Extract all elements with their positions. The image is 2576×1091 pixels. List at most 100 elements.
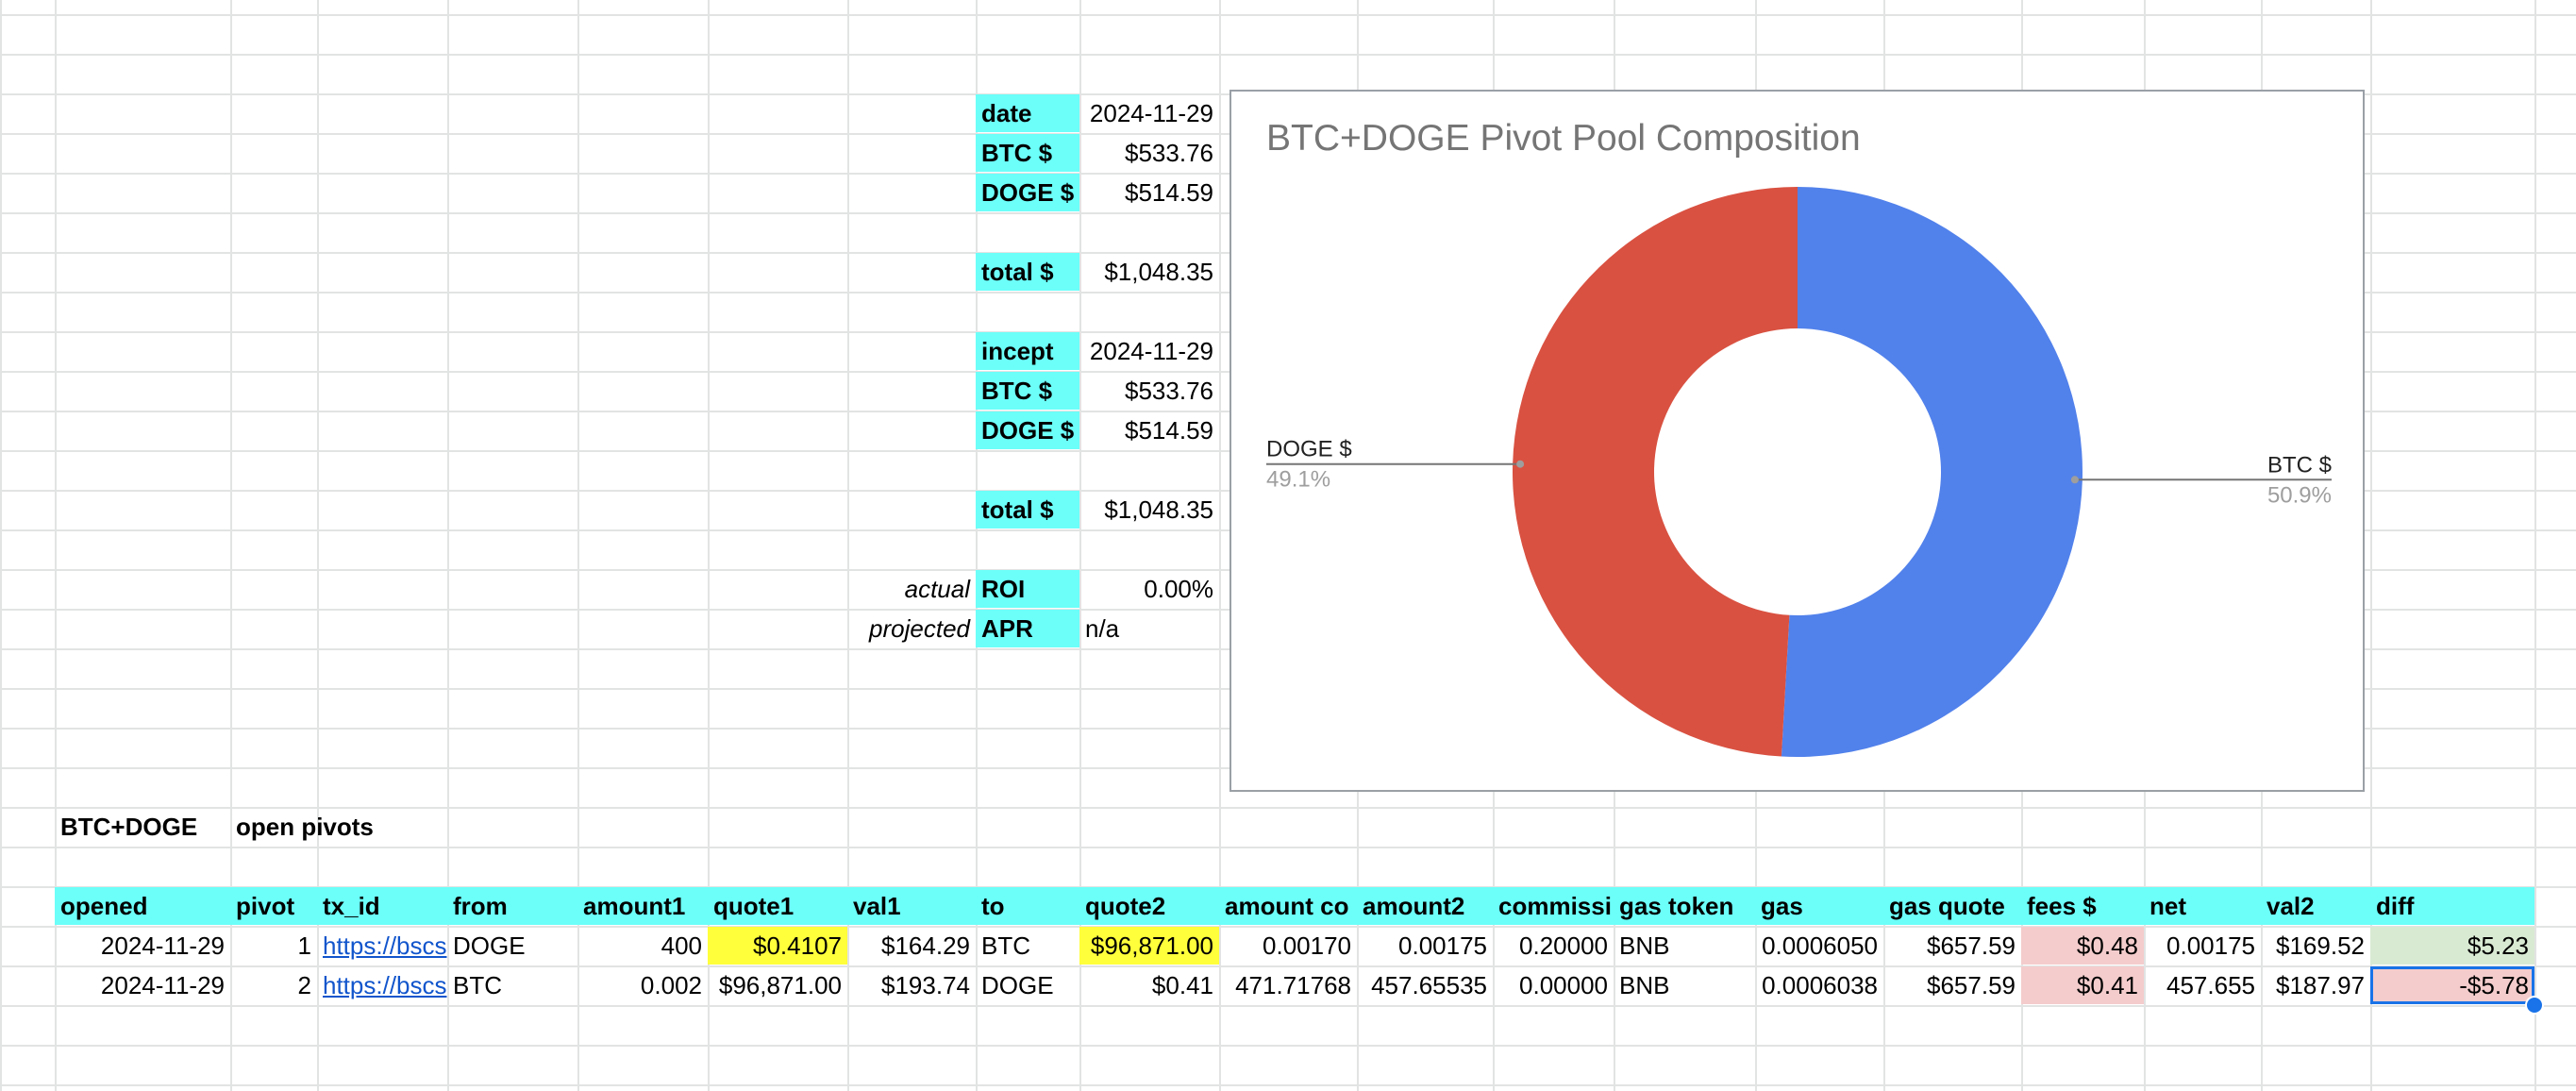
header-val2[interactable]: val2 <box>2261 887 2370 925</box>
header-fees[interactable]: fees $ <box>2021 887 2144 925</box>
header-commission[interactable]: commissi <box>1493 887 1614 925</box>
slice-doge[interactable] <box>1513 187 1798 757</box>
summary-label[interactable]: BTC $ <box>976 372 1079 410</box>
cell-opened[interactable]: 2024-11-29 <box>100 932 225 960</box>
header-val1[interactable]: val1 <box>847 887 976 925</box>
chart-slice-labels: BTC $ 50.9% DOGE $ 49.1% <box>1266 437 2332 508</box>
cell-diff-selected[interactable]: -$5.78 <box>2370 966 2534 1004</box>
cell-quote1[interactable]: $0.4107 <box>708 927 847 965</box>
chart-svg: BTC+DOGE Pivot Pool Composition BTC $ 50.… <box>1266 118 2332 757</box>
header-amount1[interactable]: amount1 <box>577 887 708 925</box>
summary-prefix[interactable]: projected <box>869 614 970 643</box>
cell-amount1[interactable]: 0.002 <box>640 971 702 999</box>
column-line <box>2534 0 2536 1091</box>
cell-gas[interactable]: 0.0006050 <box>1762 932 1878 960</box>
header-from[interactable]: from <box>447 887 577 925</box>
summary-label[interactable]: APR <box>976 610 1079 647</box>
cell-gas[interactable]: 0.0006038 <box>1762 971 1878 999</box>
header-to[interactable]: to <box>976 887 1079 925</box>
summary-value[interactable]: $533.76 <box>1125 377 1213 405</box>
cell-quote1[interactable]: $96,871.00 <box>718 971 842 999</box>
header-opened[interactable]: opened <box>55 887 230 925</box>
column-line <box>317 0 319 1091</box>
summary-value[interactable]: 2024-11-29 <box>1089 337 1213 365</box>
cell-amount-conv[interactable]: 471.71768 <box>1235 971 1351 999</box>
header-quote2[interactable]: quote2 <box>1079 887 1219 925</box>
leader-dot <box>1516 460 1525 468</box>
summary-label[interactable]: incept <box>976 332 1079 370</box>
cell-quote2[interactable]: $0.41 <box>1151 971 1213 999</box>
cell-val1[interactable]: $193.74 <box>881 971 970 999</box>
cell-pivot[interactable]: 2 <box>297 971 311 999</box>
cell-from[interactable]: DOGE <box>453 932 526 960</box>
header-net[interactable]: net <box>2144 887 2261 925</box>
header-amount-conv[interactable]: amount co <box>1219 887 1357 925</box>
column-line <box>976 0 978 1091</box>
slice-btc[interactable] <box>1781 187 2083 757</box>
summary-label[interactable]: total $ <box>976 253 1079 291</box>
summary-prefix[interactable]: actual <box>904 575 970 603</box>
cell-commission[interactable]: 0.00000 <box>1519 971 1608 999</box>
summary-value[interactable]: $1,048.35 <box>1104 258 1213 286</box>
summary-value[interactable]: $514.59 <box>1125 178 1213 207</box>
cell-amount2[interactable]: 457.65535 <box>1371 971 1487 999</box>
cell-fees[interactable]: $0.48 <box>2021 927 2144 965</box>
donut-chart[interactable]: BTC+DOGE Pivot Pool Composition BTC $ 50.… <box>1229 90 2365 792</box>
cell-quote2[interactable]: $96,871.00 <box>1079 927 1219 965</box>
summary-value[interactable]: 2024-11-29 <box>1089 99 1213 127</box>
cell-from[interactable]: BTC <box>453 971 502 999</box>
header-diff[interactable]: diff <box>2370 887 2534 925</box>
cell-amount2[interactable]: 0.00175 <box>1398 932 1487 960</box>
slice-label: DOGE $ <box>1266 437 1352 462</box>
header-gas-quote[interactable]: gas quote <box>1883 887 2021 925</box>
cell-to[interactable]: BTC <box>981 932 1030 960</box>
cell-to[interactable]: DOGE <box>981 971 1054 999</box>
cell-fees[interactable]: $0.41 <box>2021 966 2144 1004</box>
column-line <box>230 0 232 1091</box>
header-amount2[interactable]: amount2 <box>1357 887 1493 925</box>
summary-label[interactable]: DOGE $ <box>976 411 1079 449</box>
cell-pivot[interactable]: 1 <box>297 932 311 960</box>
cell-val2[interactable]: $169.52 <box>2276 932 2365 960</box>
cell-gas-quote[interactable]: $657.59 <box>1927 971 2016 999</box>
summary-label[interactable]: date <box>976 94 1079 132</box>
header-tx-id[interactable]: tx_id <box>317 887 447 925</box>
cell-net[interactable]: 457.655 <box>2166 971 2255 999</box>
cell-opened[interactable]: 2024-11-29 <box>100 971 225 999</box>
slice-label: BTC $ <box>2267 452 2332 478</box>
summary-value[interactable]: 0.00% <box>1144 575 1213 603</box>
summary-label[interactable]: ROI <box>976 570 1079 608</box>
cell-val1[interactable]: $164.29 <box>881 932 970 960</box>
column-line <box>847 0 849 1091</box>
cell-gas-token[interactable]: BNB <box>1619 932 1670 960</box>
header-quote1[interactable]: quote1 <box>708 887 847 925</box>
cell-amount-conv[interactable]: 0.00170 <box>1263 932 1351 960</box>
summary-value[interactable]: $514.59 <box>1125 416 1213 445</box>
summary-value[interactable]: $1,048.35 <box>1104 495 1213 524</box>
cell-gas-token[interactable]: BNB <box>1619 971 1670 999</box>
header-pivot[interactable]: pivot <box>230 887 317 925</box>
summary-label[interactable]: BTC $ <box>976 134 1079 172</box>
cell-diff[interactable]: $5.23 <box>2370 927 2534 965</box>
fill-handle[interactable] <box>2525 996 2544 1015</box>
cell-tx-id-link[interactable]: https://bscs <box>323 971 447 999</box>
cell-net[interactable]: 0.00175 <box>2166 932 2255 960</box>
summary-value[interactable]: $533.76 <box>1125 139 1213 167</box>
column-line <box>708 0 710 1091</box>
cell-gas-quote[interactable]: $657.59 <box>1927 932 2016 960</box>
cell-amount1[interactable]: 400 <box>661 932 702 960</box>
slice-percent-label: 50.9% <box>2267 482 2332 508</box>
column-line <box>55 0 57 1091</box>
column-line <box>2370 0 2372 1091</box>
summary-label[interactable]: total $ <box>976 491 1079 529</box>
cell-val2[interactable]: $187.97 <box>2276 971 2365 999</box>
summary-value[interactable]: n/a <box>1085 614 1120 643</box>
section-name[interactable]: BTC+DOGE <box>60 813 198 841</box>
header-gas-token[interactable]: gas token <box>1614 887 1755 925</box>
column-line <box>1079 0 1081 1091</box>
header-gas[interactable]: gas <box>1755 887 1883 925</box>
section-subtitle[interactable]: open pivots <box>236 813 374 841</box>
summary-label[interactable]: DOGE $ <box>976 174 1079 211</box>
cell-tx-id-link[interactable]: https://bscs <box>323 932 447 960</box>
cell-commission[interactable]: 0.20000 <box>1519 932 1608 960</box>
